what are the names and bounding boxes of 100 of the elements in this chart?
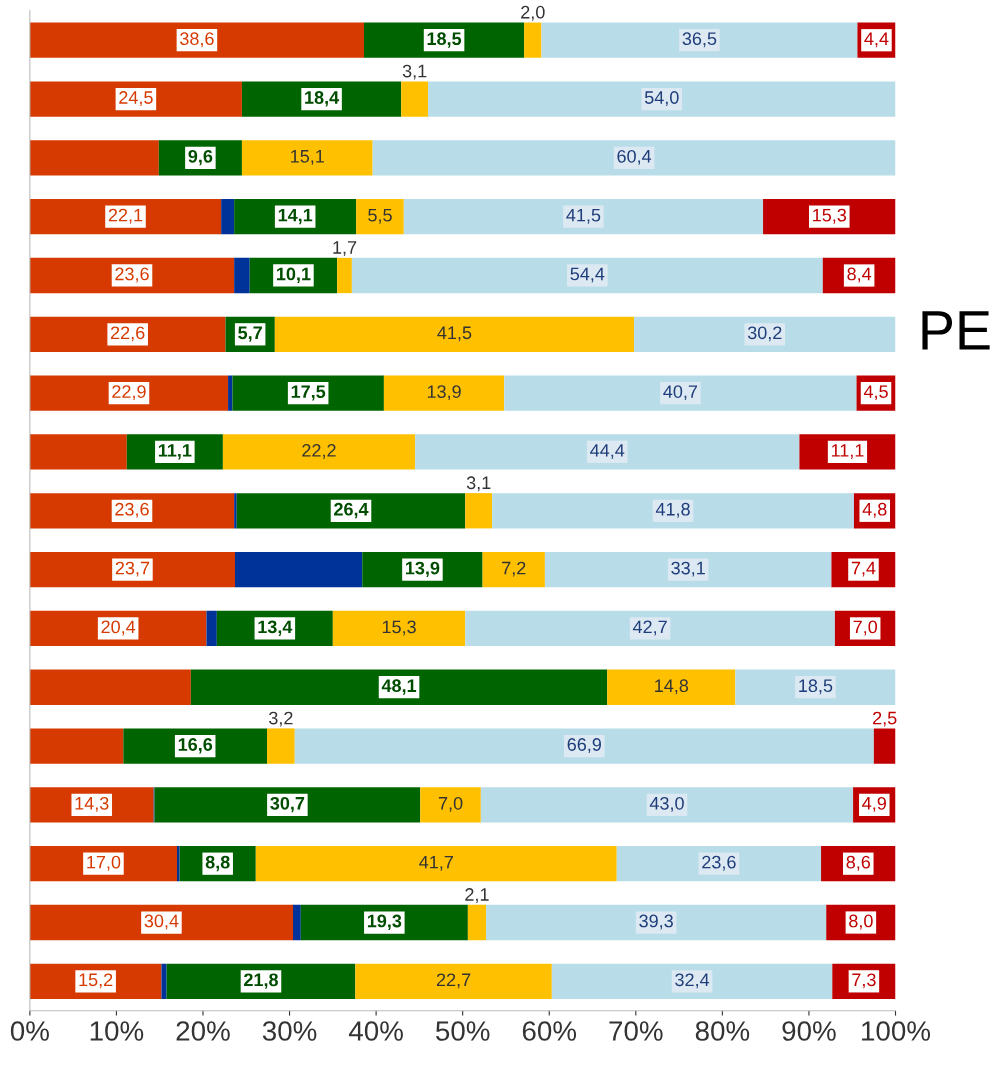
data-label: 32,4 — [675, 973, 710, 989]
bar — [29, 493, 235, 529]
bar — [465, 610, 835, 647]
bar — [634, 316, 896, 352]
data-label: 22,2 — [302, 444, 336, 459]
data-label: 41,8 — [655, 502, 690, 518]
x-tick-label: 70% — [609, 1021, 663, 1041]
data-label: 7,4 — [851, 561, 876, 577]
bar — [221, 199, 235, 235]
data-label: 30,4 — [144, 914, 179, 930]
data-label: 22,7 — [436, 973, 471, 989]
data-label: 36,5 — [682, 32, 717, 48]
data-label: 4,8 — [862, 502, 887, 518]
bar — [241, 81, 402, 117]
bar — [486, 904, 827, 941]
data-label: 26,4 — [334, 502, 369, 519]
bar — [524, 22, 542, 58]
bar — [492, 493, 854, 529]
bar — [29, 669, 191, 705]
data-label: 40,7 — [663, 385, 698, 401]
text: PE — [922, 311, 990, 350]
data-label: 4,4 — [864, 32, 889, 48]
bar — [415, 434, 800, 470]
bar — [177, 846, 180, 882]
x-tick-label: 90% — [782, 1021, 836, 1041]
x-tick-label: 30% — [262, 1021, 317, 1041]
bar — [232, 375, 384, 411]
x-tick-label: 40% — [348, 1021, 403, 1041]
data-label: 11,1 — [158, 444, 192, 460]
bar — [544, 551, 832, 588]
data-label: 5,7 — [238, 326, 262, 342]
data-label: 43,0 — [649, 796, 684, 812]
x-tick-label: 50% — [435, 1021, 490, 1041]
data-label: 15,2 — [79, 973, 113, 989]
data-label: 3,2 — [269, 711, 293, 727]
data-label: 8,4 — [847, 267, 872, 283]
data-label: 41,5 — [566, 208, 601, 224]
data-label: 8,8 — [205, 855, 230, 872]
data-label: 54,0 — [644, 91, 679, 107]
bar — [154, 787, 421, 823]
data-label: 15,3 — [813, 208, 847, 224]
bar — [504, 375, 857, 411]
data-label: 9,6 — [188, 149, 213, 166]
data-label: 60,4 — [617, 149, 652, 165]
data-label: 41,7 — [419, 855, 453, 871]
bar — [873, 728, 896, 764]
data-label: 14,8 — [655, 679, 689, 695]
data-label: 30,7 — [270, 796, 305, 813]
bar — [29, 22, 364, 58]
bar — [480, 787, 854, 823]
data-label: 39,3 — [639, 914, 673, 930]
data-label: 4,5 — [863, 385, 888, 401]
data-label: 7,2 — [502, 561, 526, 577]
data-label: 38,6 — [180, 32, 214, 48]
data-label: 10,1 — [277, 267, 311, 283]
data-label: 14,3 — [75, 796, 109, 812]
x-tick-label: 0% — [10, 1021, 49, 1041]
bar — [372, 140, 896, 176]
data-label: 13,4 — [258, 620, 293, 636]
data-label: 54,4 — [570, 267, 605, 283]
bar — [234, 257, 250, 294]
data-label: 23,6 — [115, 267, 149, 283]
bar — [29, 140, 159, 176]
data-label: 15,3 — [382, 620, 416, 636]
data-label: 16,6 — [178, 738, 213, 754]
bar — [294, 728, 874, 764]
bar — [190, 669, 608, 705]
bar — [255, 846, 617, 882]
data-label: 18,5 — [427, 32, 462, 48]
data-label: 17,0 — [87, 855, 121, 871]
bar — [235, 551, 363, 588]
bar — [355, 963, 552, 999]
data-label: 23,6 — [115, 502, 149, 518]
bar — [222, 434, 416, 470]
bar — [234, 493, 237, 529]
data-label: 23,6 — [702, 855, 736, 871]
data-label: 15,1 — [291, 150, 324, 165]
data-label: 8,0 — [849, 914, 873, 930]
data-label: 1,7 — [333, 241, 357, 257]
x-tick-label: 60% — [522, 1021, 577, 1041]
data-label: 14,1 — [278, 208, 313, 225]
bar — [29, 904, 294, 941]
bar — [351, 257, 823, 294]
bar — [29, 257, 235, 294]
bar — [29, 81, 242, 117]
bar — [206, 610, 217, 647]
data-label: 2,5 — [873, 711, 897, 727]
bar — [551, 963, 833, 999]
bar — [161, 963, 167, 999]
bar — [267, 728, 295, 764]
bar — [274, 316, 635, 352]
data-label: 30,2 — [747, 326, 782, 342]
bar — [403, 199, 764, 235]
data-label: 44,4 — [590, 444, 625, 459]
data-label: 3,1 — [466, 476, 491, 492]
data-label: 13,9 — [427, 385, 461, 401]
data-label: 19,3 — [367, 914, 402, 930]
bar — [236, 493, 466, 529]
x-tick-label: 10% — [90, 1021, 144, 1041]
data-label: 2,0 — [521, 5, 545, 21]
